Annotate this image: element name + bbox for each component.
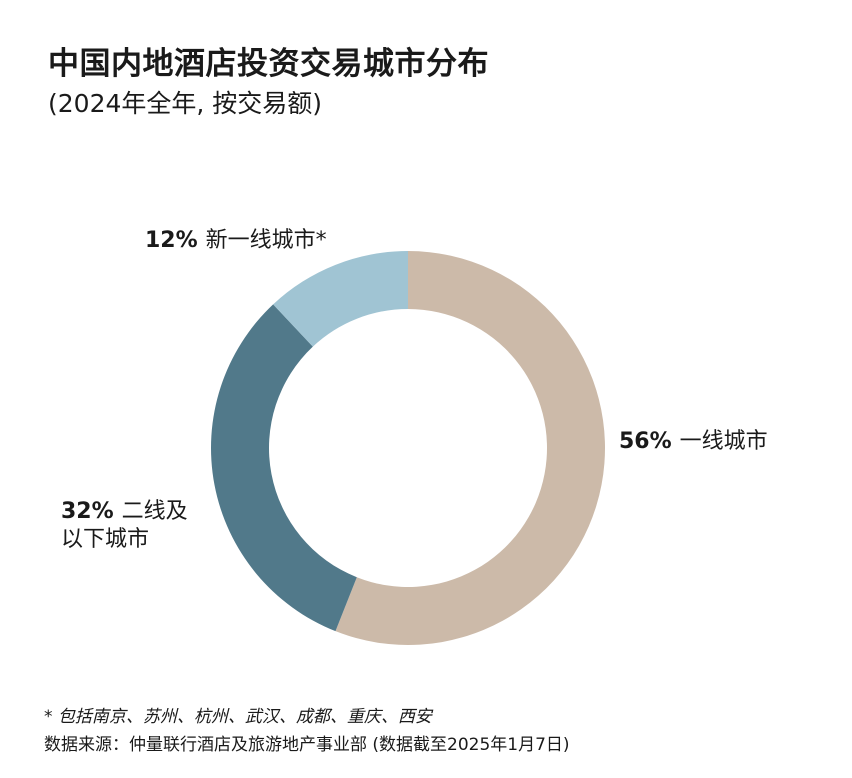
chart-subtitle: (2024年全年, 按交易额) <box>48 89 323 118</box>
footnote: * 包括南京、苏州、杭州、武汉、成都、重庆、西安 <box>44 707 432 727</box>
label-new-tier1-value: 12% <box>145 228 198 253</box>
label-tier2-text-line1: 二线及 <box>121 499 188 524</box>
label-tier2: 32% 二线及 以下城市 <box>61 498 188 554</box>
donut-slice-1 <box>211 304 357 632</box>
source-note: 数据来源：仲量联行酒店及旅游地产事业部 (数据截至2025年1月7日) <box>44 735 570 755</box>
donut-slice-2 <box>273 251 408 347</box>
label-new-tier1-text: 新一线城市* <box>205 228 327 253</box>
chart-title: 中国内地酒店投资交易城市分布 <box>48 46 489 82</box>
label-tier2-text-line2: 以下城市 <box>61 527 150 552</box>
label-tier1: 56% 一线城市 <box>619 428 768 456</box>
label-new-tier1: 12% 新一线城市* <box>145 227 327 255</box>
label-tier1-value: 56% <box>619 429 672 454</box>
donut-slice-0 <box>335 251 606 646</box>
label-tier2-value: 32% <box>61 499 114 524</box>
label-tier1-text: 一线城市 <box>679 429 768 454</box>
